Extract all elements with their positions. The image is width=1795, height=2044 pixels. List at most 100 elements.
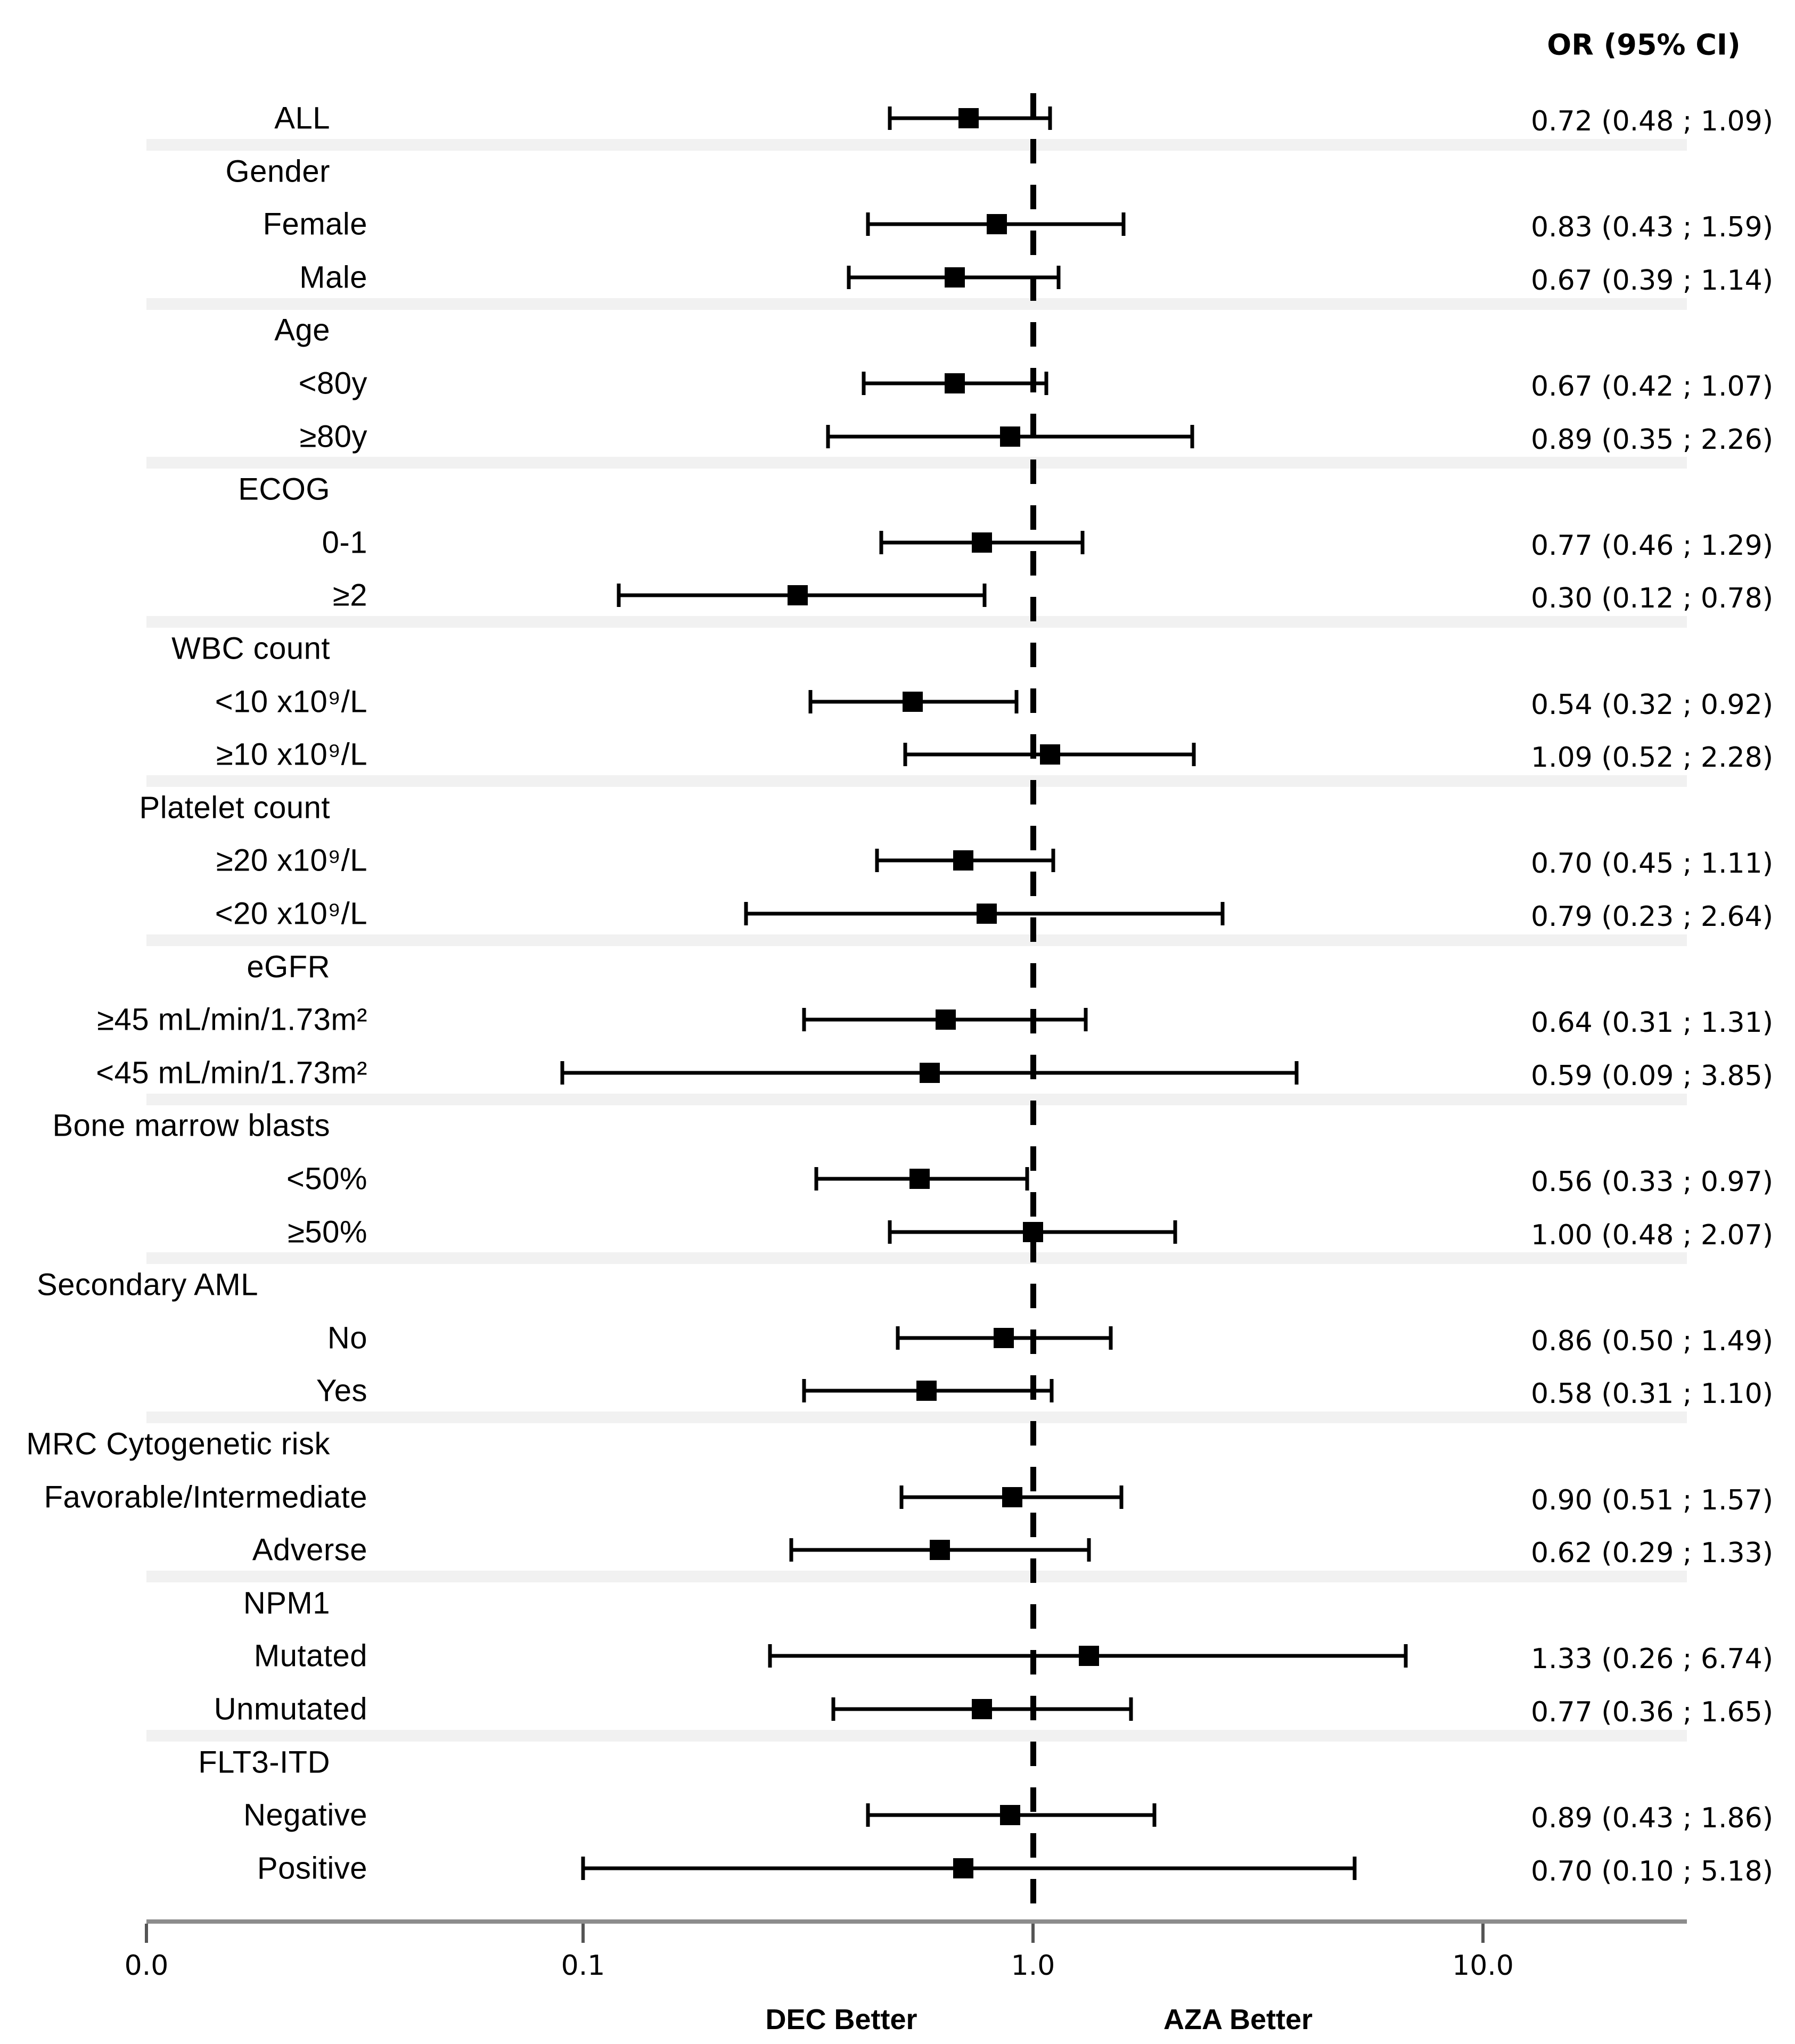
row-label: ≥2 bbox=[332, 578, 367, 613]
or-value: 0.70 (0.10 ; 5.18) bbox=[1530, 1856, 1773, 1887]
ci-cap-left bbox=[744, 902, 748, 925]
or-value: 0.83 (0.43 ; 1.59) bbox=[1530, 211, 1773, 243]
ci-cap-right bbox=[1080, 531, 1085, 554]
or-point-marker bbox=[920, 1063, 940, 1083]
or-point-marker bbox=[972, 1699, 992, 1719]
or-point-marker bbox=[1002, 1487, 1022, 1507]
x-axis-tick-label: 10.0 bbox=[1452, 1950, 1514, 1982]
or-point-marker bbox=[936, 1009, 956, 1030]
reference-line-icon bbox=[1030, 93, 1036, 1919]
or-value: 0.89 (0.43 ; 1.86) bbox=[1530, 1802, 1773, 1834]
ci-cap-left bbox=[899, 1485, 904, 1509]
or-point-marker bbox=[953, 1858, 973, 1878]
x-axis-tick bbox=[581, 1924, 585, 1943]
ci-cap-right bbox=[1129, 1697, 1133, 1721]
or-point-marker bbox=[994, 1328, 1014, 1348]
group-label: Platelet count bbox=[139, 790, 330, 825]
ci-cap-right bbox=[982, 584, 987, 607]
group-separator-band bbox=[146, 1730, 1687, 1742]
x-axis-tick-label: 0.0 bbox=[124, 1950, 169, 1982]
or-value: 1.33 (0.26 ; 6.74) bbox=[1530, 1643, 1773, 1675]
ci-cap-right bbox=[1087, 1538, 1091, 1562]
ci-cap-left bbox=[888, 1220, 892, 1244]
or-point-marker bbox=[945, 267, 965, 288]
or-point-marker bbox=[1040, 744, 1060, 765]
or-point-marker bbox=[953, 850, 973, 871]
ci-cap-left bbox=[768, 1644, 772, 1668]
or-point-marker bbox=[1000, 1805, 1020, 1825]
x-axis-tick bbox=[1481, 1924, 1485, 1943]
row-label: Female bbox=[263, 207, 367, 242]
row-label: Favorable/Intermediate bbox=[44, 1480, 367, 1515]
or-value: 1.00 (0.48 ; 2.07) bbox=[1530, 1219, 1773, 1251]
ci-cap-left bbox=[888, 106, 892, 130]
group-separator-band bbox=[146, 457, 1687, 469]
group-label: ECOG bbox=[238, 472, 330, 507]
group-label: WBC count bbox=[171, 631, 330, 666]
row-label: <80y bbox=[298, 366, 367, 401]
group-separator-band bbox=[146, 1411, 1687, 1423]
or-point-marker bbox=[930, 1540, 950, 1560]
ci-cap-left bbox=[802, 1008, 806, 1031]
group-label: FLT3-ITD bbox=[198, 1745, 330, 1780]
ci-cap-right bbox=[1048, 106, 1052, 130]
or-point-marker bbox=[1079, 1646, 1099, 1666]
group-separator-band bbox=[146, 1571, 1687, 1582]
ci-cap-right bbox=[1404, 1644, 1408, 1668]
group-label: MRC Cytogenetic risk bbox=[26, 1426, 330, 1462]
ci-cap-left bbox=[866, 212, 870, 236]
row-label: <20 x10⁹/L bbox=[215, 896, 367, 931]
ci-cap-right bbox=[1051, 849, 1055, 872]
ci-cap-right bbox=[1192, 743, 1196, 766]
or-point-marker bbox=[788, 585, 808, 605]
ci-cap-left bbox=[831, 1697, 835, 1721]
or-point-marker bbox=[916, 1381, 937, 1401]
or-point-marker bbox=[987, 214, 1007, 234]
row-label: Unmutated bbox=[214, 1692, 367, 1727]
ci-cap-right bbox=[1109, 1326, 1113, 1350]
ci-cap-left bbox=[560, 1061, 564, 1085]
group-label: Gender bbox=[225, 154, 330, 189]
ci-cap-right bbox=[1050, 1379, 1054, 1402]
row-label: Positive bbox=[257, 1851, 367, 1886]
group-separator-band bbox=[146, 775, 1687, 787]
or-value: 0.77 (0.46 ; 1.29) bbox=[1530, 530, 1773, 562]
row-label: No bbox=[327, 1320, 367, 1356]
x-axis-tick bbox=[145, 1924, 148, 1943]
or-point-marker bbox=[909, 1169, 930, 1189]
ci-cap-right bbox=[1084, 1008, 1088, 1031]
group-separator-band bbox=[146, 1094, 1687, 1105]
group-separator-band bbox=[146, 298, 1687, 310]
ci-cap-left bbox=[896, 1326, 900, 1350]
row-label: ALL bbox=[274, 101, 330, 136]
group-separator-band bbox=[146, 616, 1687, 628]
or-value: 1.09 (0.52 ; 2.28) bbox=[1530, 742, 1773, 774]
ci-cap-left bbox=[581, 1857, 585, 1880]
ci-cap-right bbox=[1121, 212, 1126, 236]
x-axis-tick-label: 0.1 bbox=[561, 1950, 605, 1982]
x-axis-tick bbox=[1031, 1924, 1035, 1943]
or-value: 0.67 (0.42 ; 1.07) bbox=[1530, 371, 1773, 403]
ci-cap-left bbox=[826, 425, 830, 448]
group-separator-band bbox=[146, 139, 1687, 151]
group-separator-band bbox=[146, 934, 1687, 946]
ci-cap-left bbox=[903, 743, 907, 766]
ci-cap-right bbox=[1044, 372, 1048, 395]
ci-cap-left bbox=[847, 266, 851, 289]
group-separator-band bbox=[146, 1252, 1687, 1264]
ci-cap-left bbox=[789, 1538, 793, 1562]
or-value: 0.62 (0.29 ; 1.33) bbox=[1530, 1537, 1773, 1569]
or-value: 0.56 (0.33 ; 0.97) bbox=[1530, 1166, 1773, 1198]
or-point-marker bbox=[945, 373, 965, 393]
ci-cap-right bbox=[1056, 266, 1061, 289]
ci-cap-left bbox=[814, 1167, 818, 1191]
ci-cap-left bbox=[862, 372, 866, 395]
ci-cap-left bbox=[802, 1379, 806, 1402]
or-point-marker bbox=[972, 532, 992, 553]
group-label: NPM1 bbox=[243, 1586, 330, 1621]
row-label: <50% bbox=[286, 1161, 367, 1196]
row-label: ≥50% bbox=[288, 1214, 367, 1250]
ci-cap-right bbox=[1220, 902, 1225, 925]
row-label: ≥45 mL/min/1.73m² bbox=[97, 1002, 367, 1037]
